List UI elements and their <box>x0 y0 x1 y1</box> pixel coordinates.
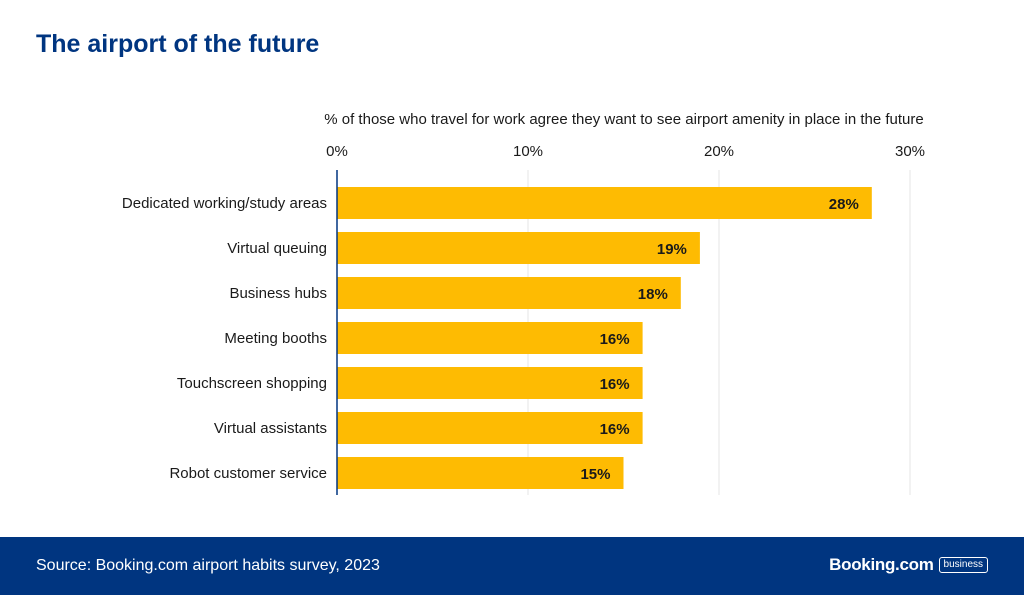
bar-chart: % of those who travel for work agree the… <box>122 111 925 495</box>
category-label: Virtual queuing <box>227 240 327 257</box>
category-label: Virtual assistants <box>214 420 327 437</box>
bar <box>337 277 681 309</box>
data-label: 18% <box>638 286 668 303</box>
brand-logo: Booking.com business <box>829 555 988 575</box>
brand-wordmark: Booking.com <box>829 555 934 574</box>
brand-badge: business <box>938 557 988 573</box>
category-labels: Dedicated working/study areas Virtual que… <box>122 195 327 482</box>
data-label: 15% <box>580 466 610 483</box>
tick-labels: 0% 10% 20% 30% <box>326 143 925 160</box>
bar-layer <box>337 187 872 489</box>
data-label: 16% <box>600 421 630 438</box>
chart-container: % of those who travel for work agree the… <box>0 100 1024 500</box>
chart-subtitle: % of those who travel for work agree the… <box>324 111 923 128</box>
category-label: Business hubs <box>229 285 327 302</box>
footer-bar: Source: Booking.com airport habits surve… <box>0 537 1024 595</box>
data-label: 19% <box>657 241 687 258</box>
bar <box>337 412 643 444</box>
x-tick-label: 10% <box>513 143 543 160</box>
category-label: Robot customer service <box>169 465 327 482</box>
source-text: Source: Booking.com airport habits surve… <box>36 557 380 574</box>
category-label: Touchscreen shopping <box>177 375 327 392</box>
bar <box>337 232 700 264</box>
data-labels: 28% 19% 18% 16% 16% 16% 15% <box>580 196 858 483</box>
category-label: Dedicated working/study areas <box>122 195 327 212</box>
page-title: The airport of the future <box>36 30 320 58</box>
x-tick-label: 20% <box>704 143 734 160</box>
bar <box>337 367 643 399</box>
bar <box>337 457 624 489</box>
bar <box>337 187 872 219</box>
x-tick-label: 30% <box>895 143 925 160</box>
data-label: 28% <box>829 196 859 213</box>
data-label: 16% <box>600 331 630 348</box>
x-tick-label: 0% <box>326 143 348 160</box>
data-label: 16% <box>600 376 630 393</box>
bar <box>337 322 643 354</box>
category-label: Meeting booths <box>224 330 327 347</box>
